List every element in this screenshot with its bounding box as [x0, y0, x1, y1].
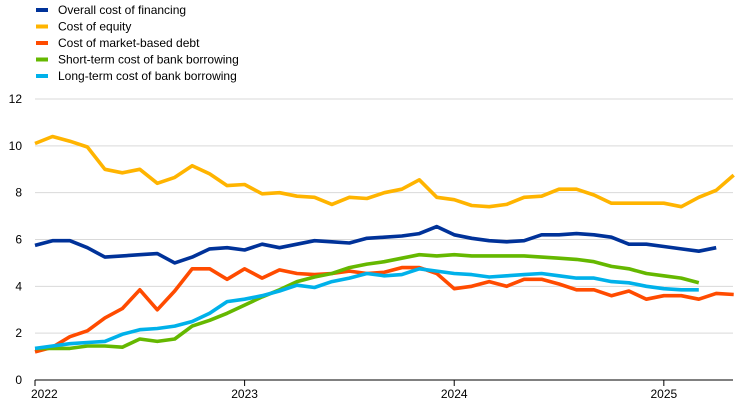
- x-axis-tick-labels: 2022 2023 2024 2025: [31, 387, 677, 401]
- legend-swatch: [36, 57, 48, 62]
- x-tick-label: 2022: [31, 387, 58, 401]
- series-lines: [34, 134, 735, 354]
- y-tick-label: 0: [15, 373, 22, 387]
- legend-label: Overall cost of financing: [58, 3, 186, 17]
- y-tick-label: 10: [9, 139, 23, 153]
- legend-swatch: [36, 41, 48, 45]
- x-tick-label: 2025: [650, 387, 677, 401]
- series-line-3: [34, 265, 734, 354]
- y-tick-label: 4: [15, 279, 22, 293]
- legend-swatch: [36, 24, 48, 29]
- legend-swatch: [36, 8, 48, 12]
- legend-label: Short-term cost of bank borrowing: [58, 53, 239, 67]
- y-tick-label: 8: [15, 186, 22, 200]
- series-line-2: [34, 134, 735, 209]
- gridlines: [35, 98, 733, 334]
- legend: Overall cost of financing Cost of equity C…: [36, 3, 239, 83]
- x-tick-label: 2023: [231, 387, 258, 401]
- legend-swatch: [36, 74, 48, 78]
- y-tick-label: 6: [15, 233, 22, 247]
- x-axis: [34, 379, 733, 386]
- y-tick-label: 2: [15, 326, 22, 340]
- legend-label: Cost of equity: [58, 20, 131, 34]
- legend-label: Cost of market-based debt: [58, 36, 200, 50]
- series-line-4: [35, 252, 700, 351]
- series-line-5: [34, 266, 699, 351]
- y-axis-tick-labels: 0 2 4 6 8 10 12: [9, 92, 23, 387]
- x-tick-label: 2024: [441, 387, 468, 401]
- y-tick-label: 12: [9, 92, 23, 106]
- legend-label: Long-term cost of bank borrowing: [58, 69, 237, 83]
- series-line-1: [34, 224, 717, 265]
